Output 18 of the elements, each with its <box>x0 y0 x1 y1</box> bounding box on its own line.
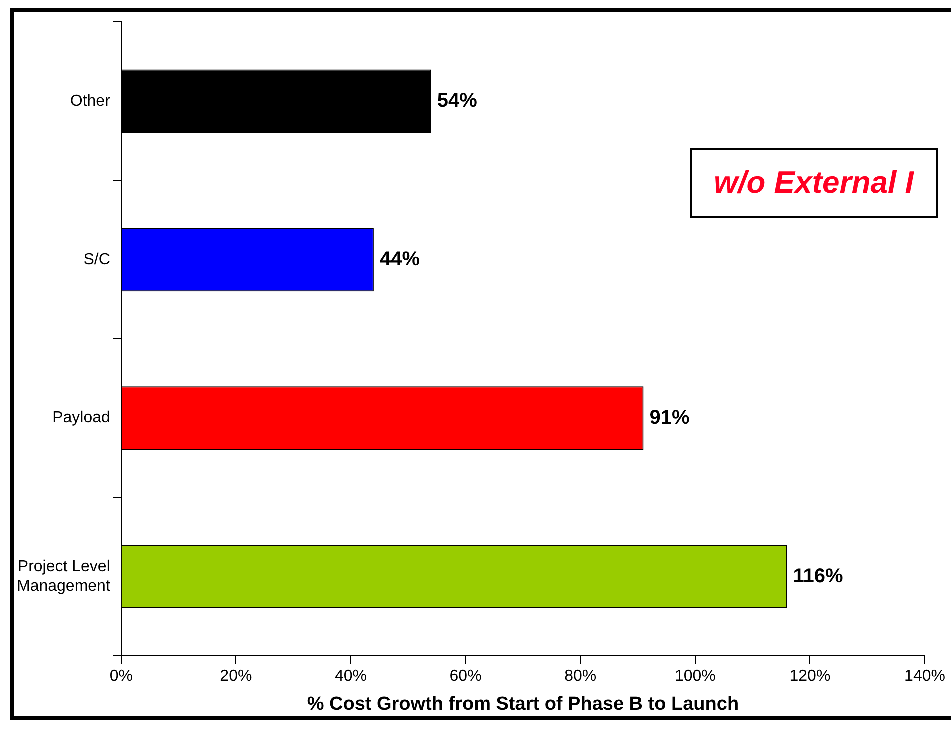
data-label: 44% <box>380 248 420 270</box>
x-tick-label: 40% <box>334 668 368 686</box>
y-tick-label: Project Level Management <box>17 558 111 595</box>
data-label: 91% <box>650 406 690 429</box>
x-tick-label: 100% <box>674 668 716 686</box>
x-tick-label: 140% <box>904 668 946 686</box>
x-tick-label: 60% <box>450 668 482 686</box>
x-tick-label: 0% <box>110 668 133 686</box>
annotation: w/o External I <box>690 148 938 218</box>
x-axis-title: % Cost Growth from Start of Phase B to Launch <box>307 694 740 715</box>
data-label: 116% <box>793 565 844 588</box>
data-label: 54% <box>437 90 478 112</box>
y-tick-label: Payload <box>52 410 110 427</box>
x-tick-label: 80% <box>564 668 597 686</box>
y-tick-label: Other <box>70 92 112 110</box>
x-tick-label: 120% <box>790 668 831 686</box>
y-tick-label: S/C <box>84 251 110 268</box>
x-tick-label: 20% <box>220 668 252 686</box>
